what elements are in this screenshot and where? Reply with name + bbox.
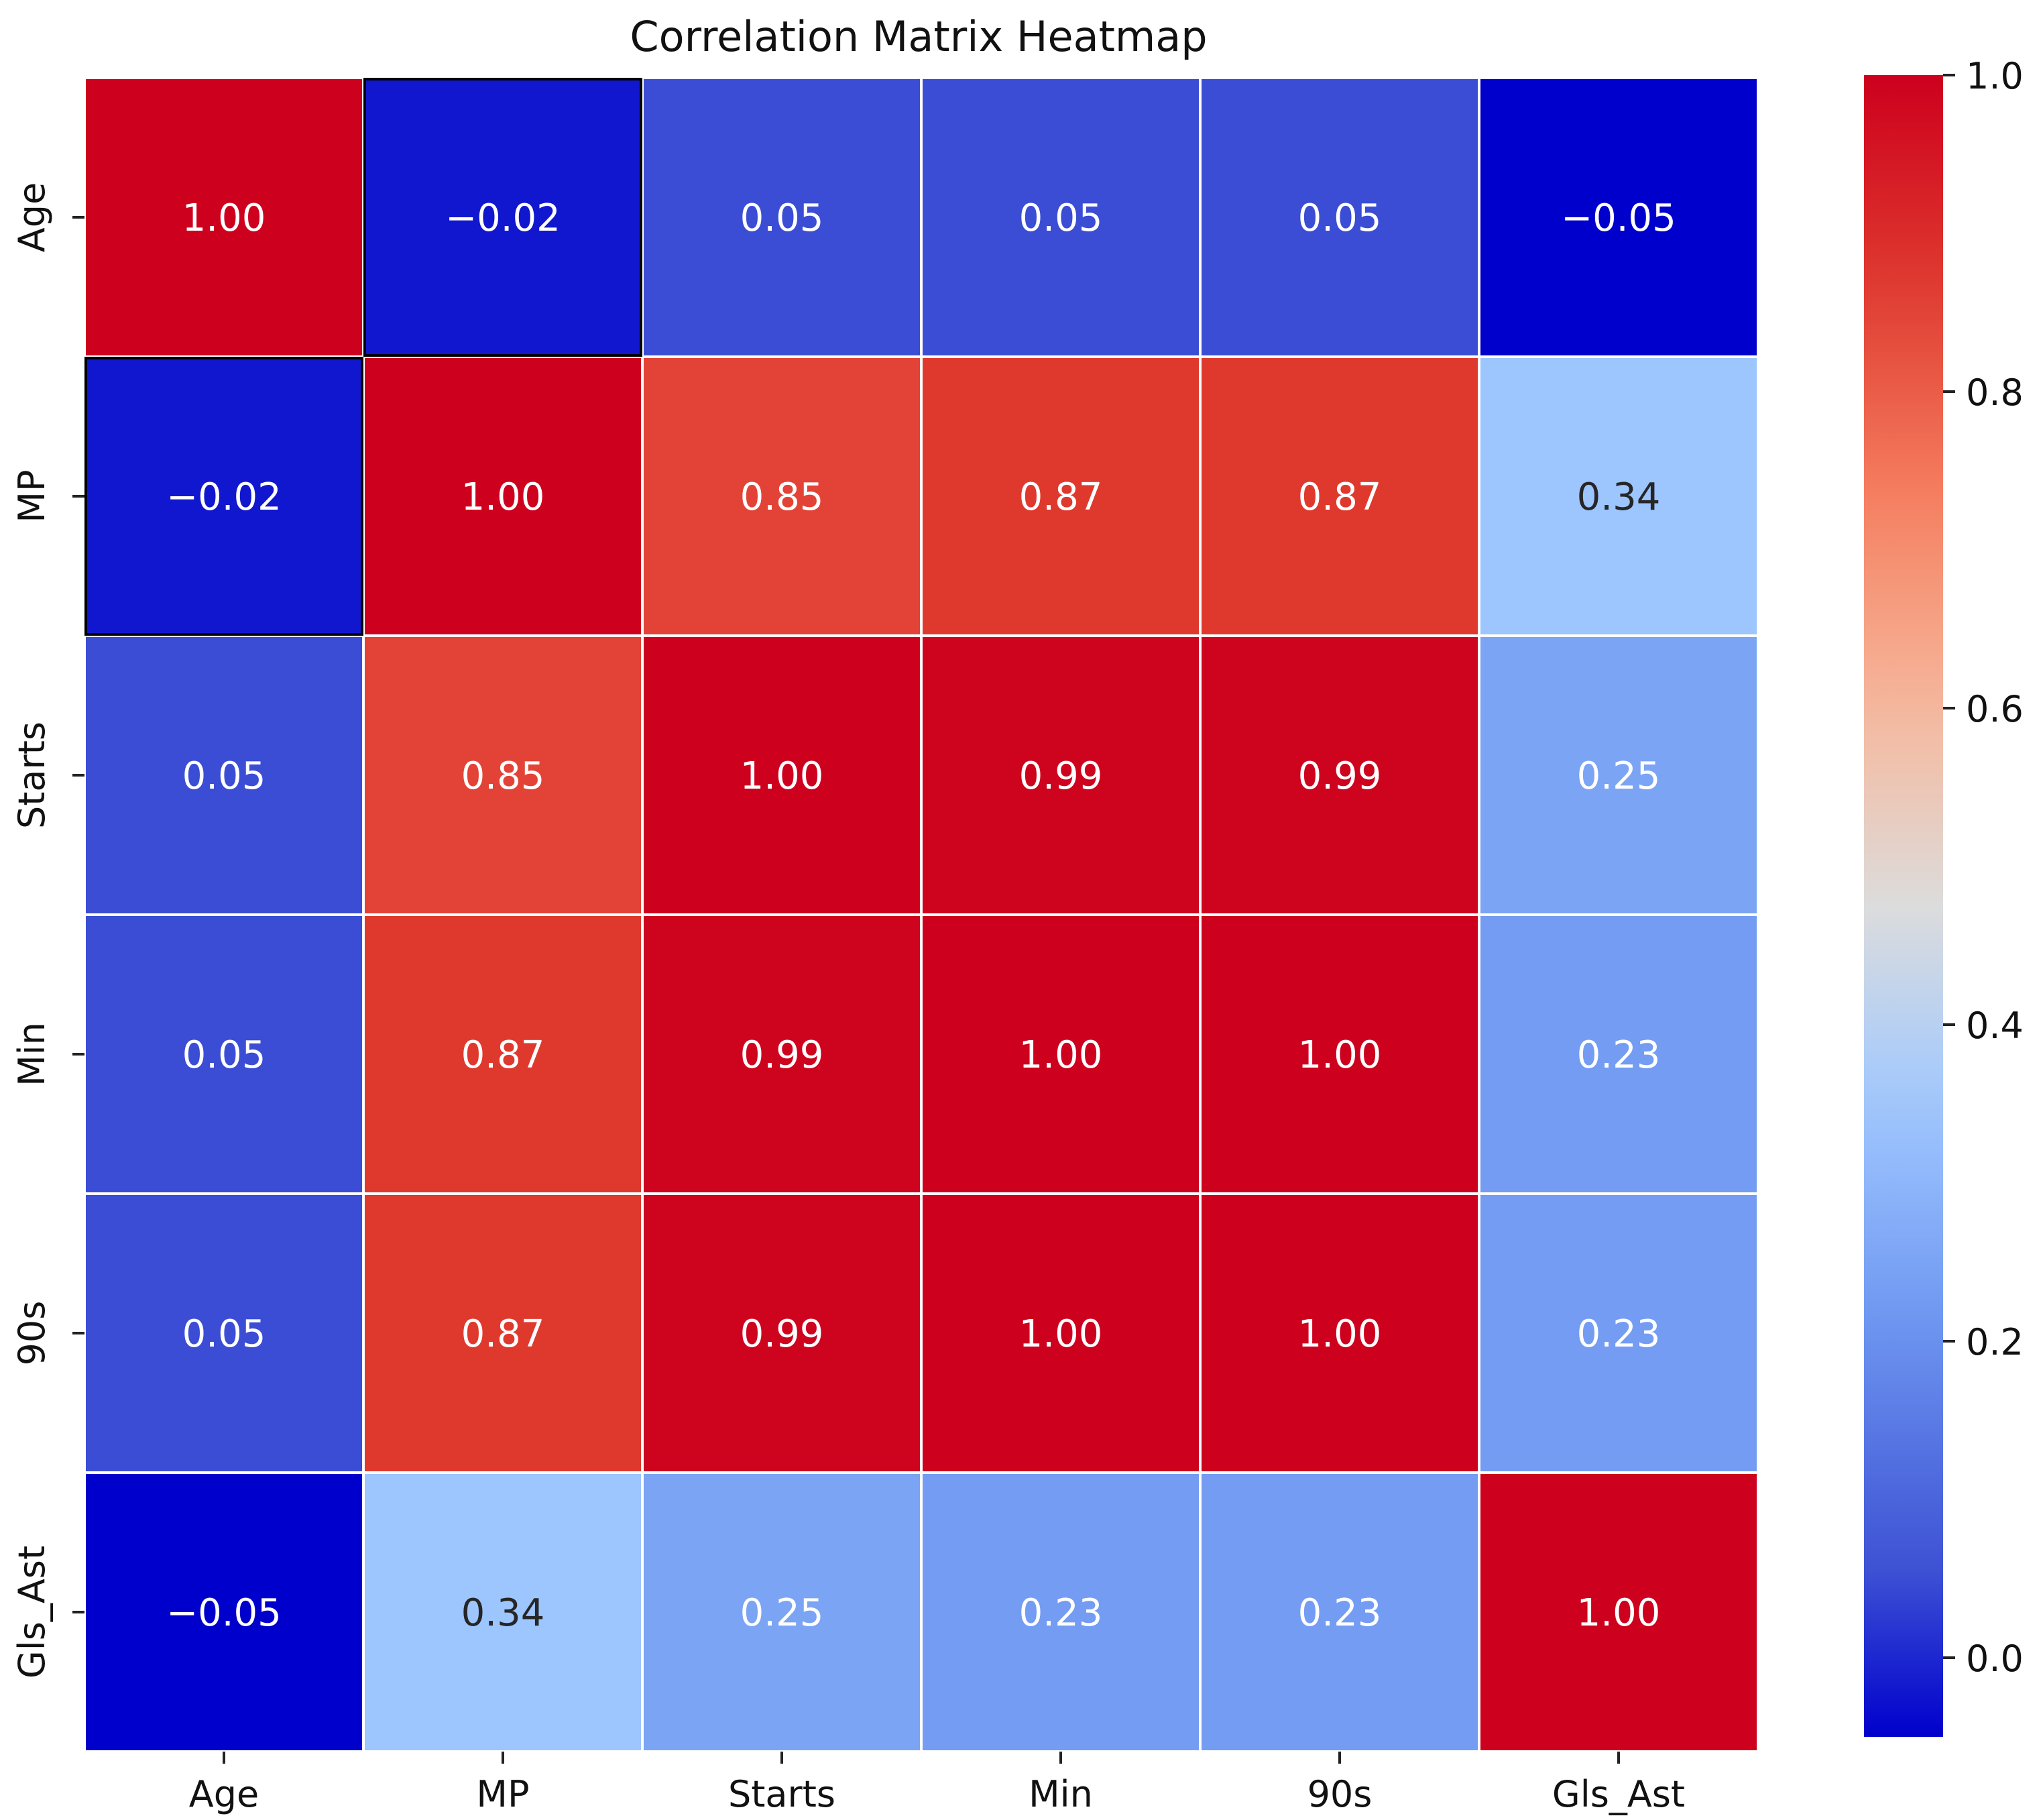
x-tick-label: Age [189, 1773, 259, 1815]
heatmap-cell [641, 76, 923, 358]
y-tick-label: Gls_Ast [11, 1546, 53, 1679]
heatmap-cell [1478, 913, 1759, 1195]
heatmap-cell [920, 76, 1202, 358]
colorbar-tick-label: 0.4 [1966, 1005, 2024, 1047]
cell-value-label: 1.00 [1019, 1033, 1103, 1077]
cell-value-label: 0.05 [1019, 196, 1103, 240]
heatmap-cell [83, 1471, 365, 1753]
colorbar-tick-label: 0.6 [1966, 688, 2024, 730]
cell-value-label: 0.99 [740, 1033, 824, 1077]
cell-value-label: 1.00 [1577, 1591, 1661, 1635]
heatmap-cell [1478, 634, 1759, 916]
cell-value-label: −0.02 [445, 196, 561, 240]
heatmap-cell [1199, 1192, 1480, 1474]
x-tick-label: 90s [1307, 1773, 1373, 1815]
heatmap-cell [641, 634, 923, 916]
cell-value-label: 0.85 [740, 475, 824, 519]
colorbar-tick-label: 1.0 [1966, 55, 2024, 97]
heatmap-cell [83, 1192, 365, 1474]
cell-value-label: 0.05 [182, 1312, 266, 1356]
highlighted-cell-border [363, 78, 642, 357]
cell-value-label: 1.00 [1019, 1312, 1103, 1356]
heatmap-cell [920, 355, 1202, 637]
cell-value-label: 0.34 [1577, 475, 1661, 519]
colorbar-tick-label: 0.0 [1966, 1638, 2024, 1680]
cell-value-label: −0.05 [166, 1591, 282, 1635]
colorbar-tick-label: 0.8 [1966, 372, 2024, 414]
colorbar-tick-label: 0.2 [1966, 1321, 2024, 1363]
heatmap-cell [1478, 1192, 1759, 1474]
cell-value-label: 1.00 [1298, 1312, 1382, 1356]
heatmap-cell [83, 76, 365, 358]
cell-value-label: −0.05 [1561, 196, 1676, 240]
cell-value-label: 1.00 [740, 754, 824, 798]
cell-value-label: 0.34 [461, 1591, 545, 1635]
cell-value-label: 0.87 [1019, 475, 1103, 519]
cell-value-label: 0.99 [1019, 754, 1103, 798]
y-tick-label: MP [11, 469, 53, 522]
heatmap-cell [920, 634, 1202, 916]
highlighted-cell-border [84, 357, 363, 636]
cell-value-label: 0.05 [740, 196, 824, 240]
y-tick-label: Starts [11, 722, 53, 829]
x-tick-label: MP [476, 1773, 529, 1815]
y-axis: Age MP Starts Min 90s Gls_Ast [11, 182, 84, 1679]
cell-value-label: 0.99 [1298, 754, 1382, 798]
heatmap-cell [362, 355, 644, 637]
chart-title: Correlation Matrix Heatmap [630, 12, 1207, 61]
cell-value-label: 0.99 [740, 1312, 824, 1356]
cell-value-label: −0.02 [166, 475, 282, 519]
cell-value-label: 0.23 [1577, 1312, 1661, 1356]
x-axis: Age MP Starts Min 90s Gls_Ast [189, 1752, 1685, 1815]
heatmap-cell [1199, 913, 1480, 1195]
cell-value-label: 0.87 [461, 1312, 545, 1356]
x-tick-label: Min [1029, 1773, 1093, 1815]
cell-value-label: 0.85 [461, 754, 545, 798]
cell-value-label: 0.23 [1577, 1033, 1661, 1077]
cell-value-label: 0.25 [740, 1591, 824, 1635]
cell-value-label: 0.23 [1019, 1591, 1103, 1635]
heatmap-cell [1199, 634, 1480, 916]
heatmap-cell [641, 913, 923, 1195]
y-tick-label: 90s [11, 1301, 53, 1366]
heatmap-cell [920, 1192, 1202, 1474]
cell-value-label: 1.00 [182, 196, 266, 240]
cell-value-label: 0.05 [1298, 196, 1382, 240]
cell-value-labels: 1.00 −0.02 0.05 0.05 0.05 −0.05 −0.02 1.00 0.85 0… [166, 196, 1676, 1635]
colorbar: 0.0 0.2 0.4 0.6 0.8 1.0 [1864, 55, 2024, 1737]
cell-value-label: 0.05 [182, 754, 266, 798]
highlighted-cells [84, 78, 642, 636]
x-tick-label: Starts [728, 1773, 835, 1815]
heatmap-cell [1478, 76, 1759, 358]
cell-value-label: 0.23 [1298, 1591, 1382, 1635]
heatmap-cell [920, 913, 1202, 1195]
cell-value-label: 1.00 [1298, 1033, 1382, 1077]
heatmap-cell [362, 76, 644, 358]
heatmap-cell [1199, 76, 1480, 358]
heatmap-cell [641, 1192, 923, 1474]
x-tick-label: Gls_Ast [1552, 1773, 1685, 1815]
heatmap-cell [1199, 1471, 1480, 1753]
cell-value-label: 0.05 [182, 1033, 266, 1077]
heatmap-cell [83, 634, 365, 916]
y-tick-label: Min [11, 1022, 53, 1086]
heatmap-cell [362, 634, 644, 916]
y-tick-label: Age [11, 182, 53, 252]
colorbar-gradient [1864, 75, 1943, 1737]
cell-value-label: 0.87 [461, 1033, 545, 1077]
cell-value-label: 0.25 [1577, 754, 1661, 798]
heatmap-cell [362, 913, 644, 1195]
heatmap-cell [1478, 1471, 1759, 1753]
cell-value-label: 0.87 [1298, 475, 1382, 519]
cell-value-label: 1.00 [461, 475, 545, 519]
heatmap-cell [1478, 355, 1759, 637]
heatmap-cell [83, 913, 365, 1195]
heatmap-cells [83, 76, 1759, 1753]
